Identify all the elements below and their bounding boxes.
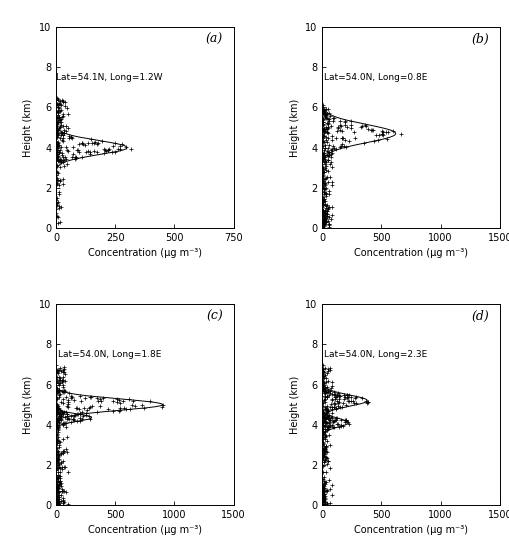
Y-axis label: Height (km): Height (km) bbox=[23, 98, 34, 157]
Y-axis label: Height (km): Height (km) bbox=[289, 375, 299, 434]
Text: (b): (b) bbox=[470, 33, 488, 46]
X-axis label: Concentration (μg m⁻³): Concentration (μg m⁻³) bbox=[353, 526, 467, 535]
Text: Lat=54.0N, Long=2.3E: Lat=54.0N, Long=2.3E bbox=[323, 350, 427, 359]
Y-axis label: Height (km): Height (km) bbox=[289, 98, 299, 157]
Text: (a): (a) bbox=[205, 33, 222, 46]
Text: (c): (c) bbox=[206, 310, 222, 323]
X-axis label: Concentration (μg m⁻³): Concentration (μg m⁻³) bbox=[88, 248, 202, 258]
Text: Lat=54.0N, Long=1.8E: Lat=54.0N, Long=1.8E bbox=[58, 350, 161, 359]
Y-axis label: Height (km): Height (km) bbox=[23, 375, 34, 434]
X-axis label: Concentration (μg m⁻³): Concentration (μg m⁻³) bbox=[88, 526, 202, 535]
X-axis label: Concentration (μg m⁻³): Concentration (μg m⁻³) bbox=[353, 248, 467, 258]
Text: Lat=54.0N, Long=0.8E: Lat=54.0N, Long=0.8E bbox=[323, 73, 427, 82]
Text: (d): (d) bbox=[470, 310, 488, 323]
Text: Lat=54.1N, Long=1.2W: Lat=54.1N, Long=1.2W bbox=[56, 73, 162, 82]
